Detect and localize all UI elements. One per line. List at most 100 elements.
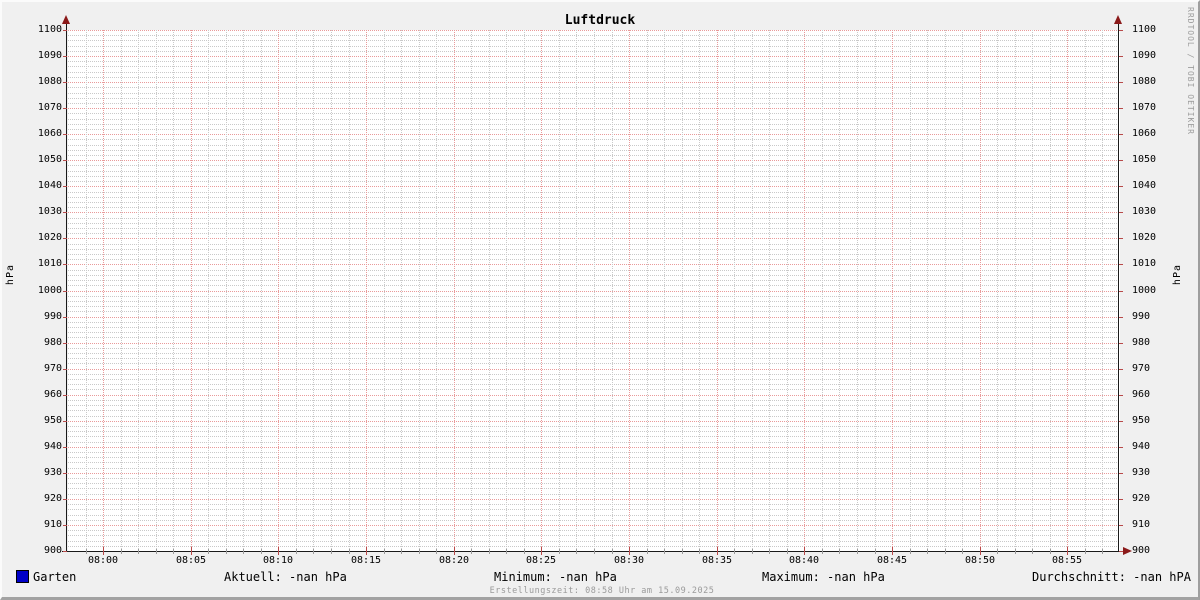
y-tick-right: [1119, 421, 1123, 422]
y-tick-label-left: 940: [43, 441, 62, 452]
x-tick-minor: [647, 549, 648, 554]
x-tick-label: 08:55: [1051, 555, 1083, 566]
y-tick-left: [63, 134, 67, 135]
y-tick-right: [1119, 473, 1123, 474]
x-tick-minor: [1102, 549, 1103, 554]
x-tick-minor: [506, 549, 507, 554]
grid-line-minor-vertical: [1015, 30, 1016, 551]
y-tick-label-left: 1050: [37, 154, 62, 165]
grid-line-minor-vertical: [138, 30, 139, 551]
y-tick-left: [63, 421, 67, 422]
x-tick-label: 08:45: [876, 555, 908, 566]
y-tick-label-left: 1010: [37, 258, 62, 269]
y-tick-label-left: 1000: [37, 285, 62, 296]
y-tick-right: [1119, 499, 1123, 500]
x-tick-minor: [296, 549, 297, 554]
y-tick-left: [63, 108, 67, 109]
grid-line-minor-vertical: [927, 30, 928, 551]
x-tick-minor: [471, 549, 472, 554]
grid-line-major-vertical: [191, 30, 192, 551]
y-tick-label-left: 1020: [37, 232, 62, 243]
y-tick-right: [1119, 82, 1123, 83]
y-tick-label-right: 1020: [1132, 232, 1157, 243]
y-tick-label-left: 920: [43, 493, 62, 504]
x-tick-label: 08:00: [87, 555, 119, 566]
y-axis-line-left: [66, 22, 67, 551]
x-tick-label: 08:35: [701, 555, 733, 566]
y-tick-right: [1119, 369, 1123, 370]
y-tick-label-right: 1040: [1132, 180, 1157, 191]
rrdtool-watermark: RRDTOOL / TOBI OETIKER: [1186, 7, 1195, 135]
x-tick-minor: [331, 549, 332, 554]
y-tick-right: [1119, 447, 1123, 448]
legend-swatch-garten: [16, 570, 29, 583]
x-tick-minor: [945, 549, 946, 554]
x-tick-minor: [910, 549, 911, 554]
y-tick-right: [1119, 212, 1123, 213]
grid-line-minor-vertical: [752, 30, 753, 551]
grid-line-minor-vertical: [208, 30, 209, 551]
grid-line-minor-vertical: [822, 30, 823, 551]
x-tick-minor: [927, 549, 928, 554]
grid-line-minor-vertical: [594, 30, 595, 551]
grid-line-minor-vertical: [331, 30, 332, 551]
x-tick-minor: [208, 549, 209, 554]
y-axis-arrow-right-icon: [1114, 15, 1122, 24]
grid-line-minor-vertical: [86, 30, 87, 551]
y-tick-left: [63, 551, 67, 552]
y-axis-label-left: hPa: [5, 264, 16, 286]
y-tick-left: [63, 212, 67, 213]
x-tick-minor: [699, 549, 700, 554]
y-tick-label-left: 1060: [37, 128, 62, 139]
x-axis-line: [62, 551, 1123, 552]
x-tick-minor: [173, 549, 174, 554]
x-tick-minor: [576, 549, 577, 554]
x-tick-label: 08:50: [964, 555, 996, 566]
y-tick-label-right: 920: [1132, 493, 1151, 504]
grid-line-minor-vertical: [243, 30, 244, 551]
y-tick-right: [1119, 56, 1123, 57]
grid-line-minor-vertical: [384, 30, 385, 551]
y-tick-label-left: 980: [43, 337, 62, 348]
x-tick-major: [892, 547, 893, 555]
y-tick-label-right: 1060: [1132, 128, 1157, 139]
grid-line-minor-vertical: [313, 30, 314, 551]
x-tick-major: [717, 547, 718, 555]
y-tick-left: [63, 317, 67, 318]
x-tick-minor: [436, 549, 437, 554]
x-tick-minor: [1085, 549, 1086, 554]
x-tick-minor: [822, 549, 823, 554]
grid-line-major-vertical: [629, 30, 630, 551]
y-tick-label-left: 990: [43, 311, 62, 322]
y-tick-right: [1119, 395, 1123, 396]
y-tick-label-right: 970: [1132, 363, 1151, 374]
x-tick-minor: [682, 549, 683, 554]
grid-line-minor-vertical: [1050, 30, 1051, 551]
y-tick-right: [1119, 343, 1123, 344]
x-tick-minor: [734, 549, 735, 554]
x-tick-label: 08:05: [175, 555, 207, 566]
x-tick-minor: [226, 549, 227, 554]
y-axis-arrow-left-icon: [62, 15, 70, 24]
y-tick-right: [1119, 108, 1123, 109]
x-tick-minor: [839, 549, 840, 554]
x-axis-arrow-icon: [1123, 547, 1132, 555]
grid-line-major-vertical: [366, 30, 367, 551]
x-tick-major: [454, 547, 455, 555]
y-tick-left: [63, 473, 67, 474]
y-tick-label-right: 1070: [1132, 102, 1157, 113]
y-tick-label-right: 1030: [1132, 206, 1157, 217]
y-tick-left: [63, 264, 67, 265]
grid-line-minor-vertical: [997, 30, 998, 551]
x-tick-minor: [121, 549, 122, 554]
y-tick-label-right: 1090: [1132, 50, 1157, 61]
grid-line-minor-vertical: [1085, 30, 1086, 551]
x-tick-major: [278, 547, 279, 555]
grid-line-minor-vertical: [401, 30, 402, 551]
y-tick-right: [1119, 317, 1123, 318]
grid-line-minor-vertical: [471, 30, 472, 551]
grid-line-minor-vertical: [769, 30, 770, 551]
x-tick-major: [980, 547, 981, 555]
x-tick-label: 08:30: [613, 555, 645, 566]
